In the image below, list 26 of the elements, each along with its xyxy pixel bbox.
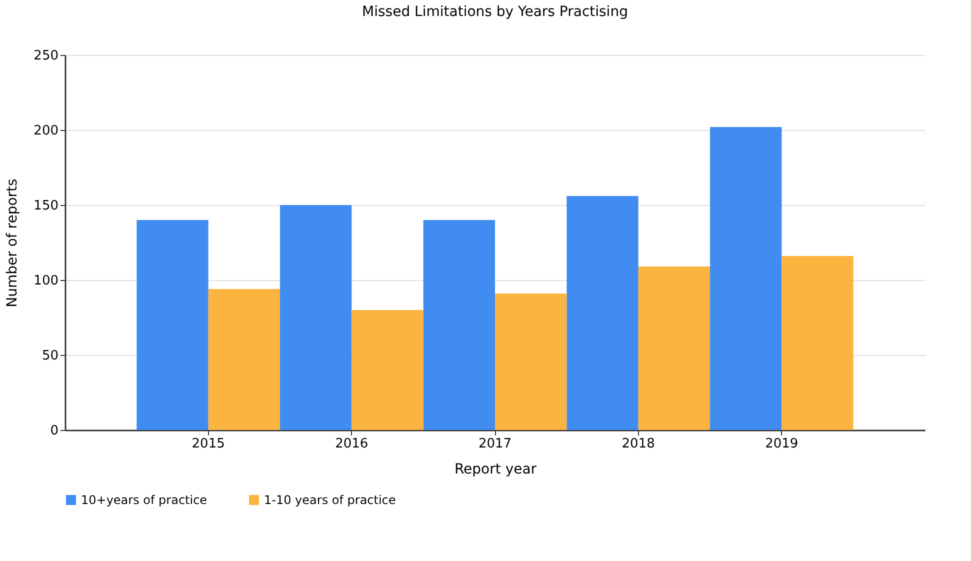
bar <box>280 205 352 430</box>
bar <box>495 294 567 430</box>
chart-title: Missed Limitations by Years Practising <box>362 4 628 20</box>
bar <box>566 196 638 430</box>
legend-label: 10+years of practice <box>81 493 208 507</box>
y-tick-label: 100 <box>34 274 58 288</box>
y-tick-label: 50 <box>42 348 58 364</box>
bar <box>710 127 782 430</box>
bar <box>423 220 495 430</box>
y-tick-label: 200 <box>34 124 58 138</box>
y-tick-label: 250 <box>34 48 58 64</box>
bar <box>352 310 424 430</box>
bar <box>782 256 854 430</box>
y-tick-label: 0 <box>50 424 58 438</box>
bar <box>638 266 710 430</box>
x-tick-label: 2018 <box>622 436 655 452</box>
bar <box>208 289 280 430</box>
x-tick-label: 2016 <box>335 436 368 452</box>
x-tick-label: 2017 <box>478 436 512 452</box>
x-tick-label: 2015 <box>192 436 225 452</box>
y-axis-title: Number of reports <box>4 178 21 308</box>
bar <box>136 220 208 430</box>
x-axis-title: Report year <box>454 462 537 478</box>
legend-label: 1-10 years of practice <box>264 493 396 507</box>
y-tick-label: 150 <box>34 198 58 214</box>
x-tick-label: 2019 <box>765 436 798 452</box>
